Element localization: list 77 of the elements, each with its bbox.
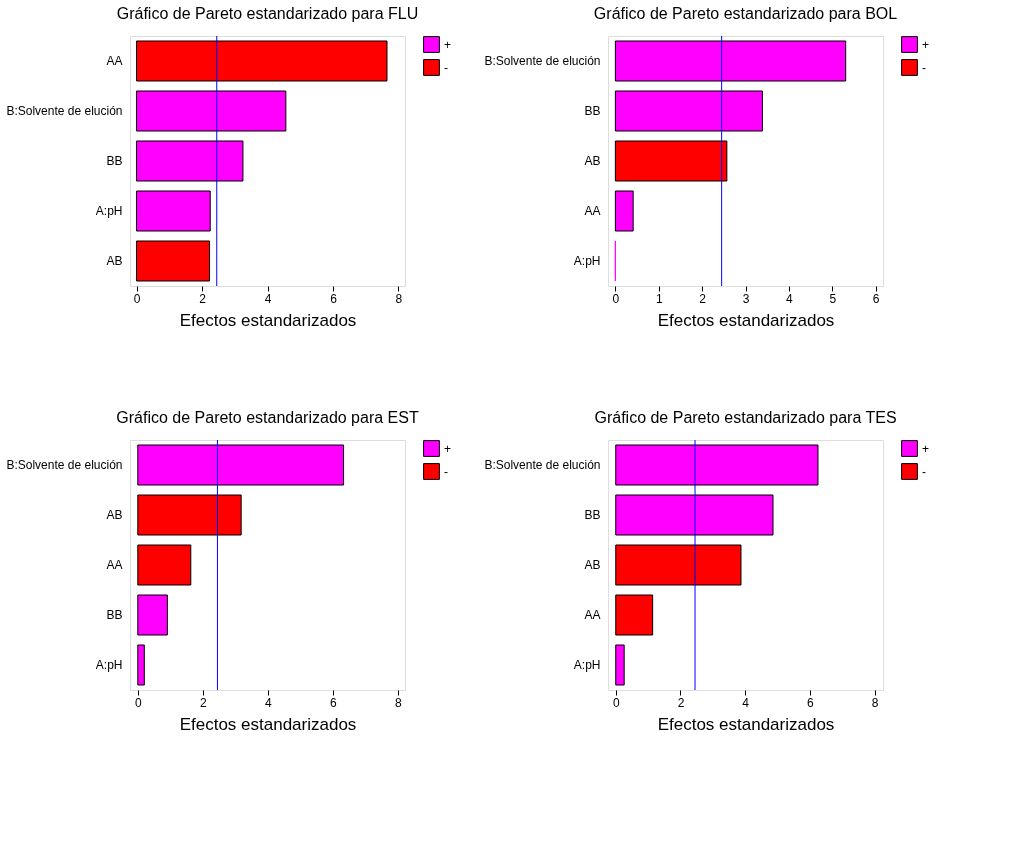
y-tick-label: AA [584, 608, 601, 622]
bar [137, 494, 242, 536]
x-tick-label: 0 [133, 291, 141, 306]
chart-title: Gráfico de Pareto estandarizado para BOL [593, 4, 898, 22]
legend-label: - [444, 464, 448, 479]
bar [136, 40, 388, 82]
x-tick-label: 2 [199, 695, 207, 710]
legend-label: + [444, 37, 452, 52]
chart-title: Gráfico de Pareto estandarizado para EST [116, 408, 419, 426]
x-tick-label: 2 [677, 695, 685, 710]
x-tick-label: 8 [871, 695, 879, 710]
x-tick-label: 3 [742, 291, 750, 306]
x-axis-title: Efectos estandarizados [179, 310, 357, 330]
x-tick-label: 2 [199, 291, 207, 306]
bar [137, 444, 345, 486]
bar [137, 594, 168, 636]
x-tick-label: 0 [612, 291, 620, 306]
x-tick-label: 8 [395, 695, 402, 710]
bar [615, 494, 774, 536]
y-tick-label: AB [584, 558, 601, 572]
bar [614, 140, 728, 182]
x-tick-label: 8 [395, 291, 403, 306]
chart-title: Gráfico de Pareto estandarizado para TES [594, 408, 897, 426]
x-tick-label: 0 [134, 695, 142, 710]
bar [136, 140, 244, 182]
y-tick-label: A:pH [95, 204, 123, 218]
legend-label: + [922, 37, 930, 52]
legend-label: - [444, 60, 448, 75]
bar [136, 240, 211, 282]
x-tick-label: 4 [264, 695, 272, 710]
x-tick-label: 5 [829, 291, 837, 306]
x-tick-label: 1 [655, 291, 663, 306]
x-tick-label: 6 [330, 291, 338, 306]
bar [615, 544, 742, 586]
y-tick-label: AA [106, 54, 123, 68]
x-tick-label: 4 [264, 291, 272, 306]
y-tick-label: BB [584, 104, 601, 118]
y-tick-label: A:pH [95, 658, 123, 672]
y-tick-label: A:pH [573, 658, 601, 672]
bar [615, 594, 654, 636]
x-tick-label: 2 [699, 291, 707, 306]
x-tick-label: 6 [329, 695, 337, 710]
y-tick-label: AA [106, 558, 123, 572]
y-tick-label: AA [584, 204, 601, 218]
legend-label: + [444, 441, 452, 456]
y-tick-label: B:Solvente de elución [6, 458, 123, 472]
legend-label: - [922, 60, 926, 75]
bar [137, 644, 145, 686]
x-tick-label: 4 [786, 291, 794, 306]
x-axis-title: Efectos estandarizados [657, 714, 835, 734]
x-tick-label: 4 [742, 695, 750, 710]
bar [136, 190, 211, 232]
x-tick-label: 6 [807, 695, 815, 710]
legend-label: - [922, 464, 926, 479]
y-tick-label: B:Solvente de elución [484, 54, 601, 68]
bar [615, 444, 819, 486]
y-tick-label: A:pH [573, 254, 601, 268]
bar [137, 544, 192, 586]
y-tick-label: B:Solvente de elución [484, 458, 601, 472]
x-tick-label: 6 [872, 291, 880, 306]
x-tick-label: 0 [612, 695, 620, 710]
y-tick-label: BB [106, 154, 123, 168]
bar [614, 90, 763, 132]
y-tick-label: BB [106, 608, 123, 622]
y-tick-label: AB [106, 254, 123, 268]
legend-label: + [922, 441, 930, 456]
bar [615, 644, 625, 686]
bar [136, 90, 287, 132]
y-tick-label: BB [584, 508, 601, 522]
y-tick-label: AB [106, 508, 123, 522]
x-axis-title: Efectos estandarizados [657, 310, 835, 330]
y-tick-label: B:Solvente de elución [6, 104, 123, 118]
bar [614, 40, 847, 82]
y-tick-label: AB [584, 154, 601, 168]
chart-title: Gráfico de Pareto estandarizado para FLU [116, 4, 419, 22]
bar [614, 190, 634, 232]
x-axis-title: Efectos estandarizados [179, 714, 357, 734]
